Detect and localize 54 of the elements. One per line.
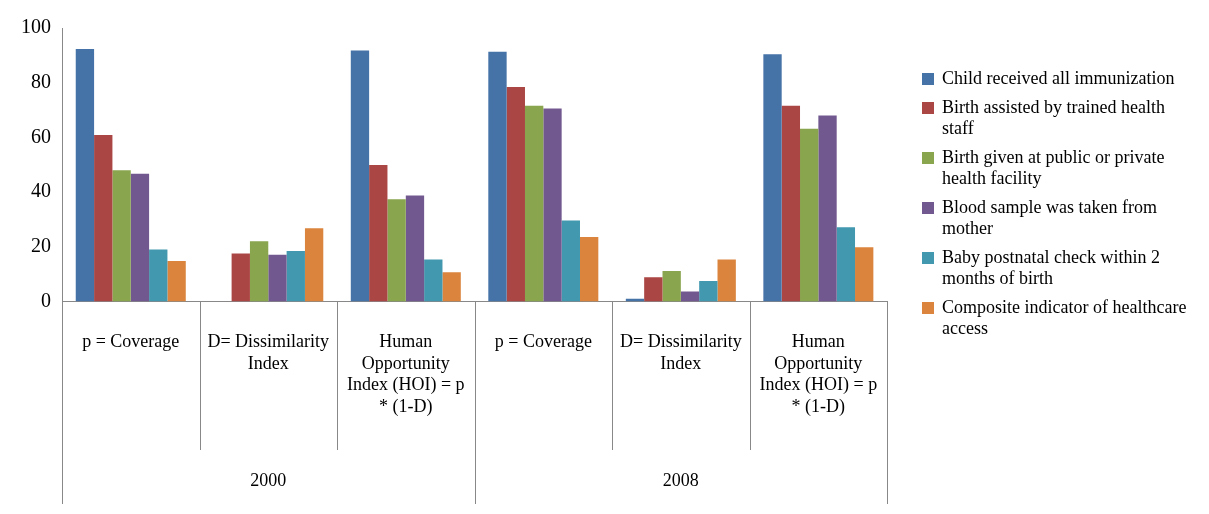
bar: [644, 277, 663, 302]
legend-label: Blood sample was taken from mother: [942, 197, 1158, 239]
bar: [149, 249, 168, 302]
legend-label: Child received all immunization: [942, 68, 1175, 89]
bar: [781, 105, 801, 302]
bar: [543, 108, 562, 302]
bar: [662, 270, 681, 302]
bar: [524, 105, 544, 302]
y-tick-label: 20: [31, 234, 51, 257]
bar: [369, 165, 388, 302]
bar: [680, 291, 700, 302]
bar: [167, 261, 186, 302]
legend-label: Composite indicator of healthcare access: [942, 297, 1188, 339]
bar: [268, 254, 287, 302]
y-tick-label: 100: [21, 15, 51, 38]
x-tick-label: D= Dissimilarity Index: [620, 331, 742, 373]
y-tick-label: 0: [41, 288, 51, 311]
bar: [800, 128, 819, 302]
bar: [717, 259, 736, 302]
legend-label: Baby postnatal check within 2 months of birth: [942, 247, 1161, 289]
bar: [405, 195, 425, 302]
text: 2000: [250, 469, 287, 490]
y-tick-label: 40: [31, 179, 51, 202]
x-tick-label: p = Coverage: [494, 331, 592, 352]
bar: [94, 134, 113, 302]
bar: [75, 49, 95, 302]
bar: [561, 220, 580, 302]
bar: [350, 50, 370, 302]
x-tick-label: p = Coverage: [82, 331, 180, 352]
x-tick-label: Human Opportunity Index (HOI) = p * (1-D): [759, 331, 878, 417]
bar: [763, 54, 782, 302]
bar: [112, 170, 131, 302]
bar: [304, 228, 324, 302]
bar: [836, 227, 856, 302]
x-tick-label: D= Dissimilarity Index: [207, 331, 330, 373]
bar: [231, 253, 250, 302]
legend-label: Birth given at public or private health facility: [942, 147, 1166, 189]
bar: [249, 241, 269, 302]
bar: [506, 87, 525, 302]
text: 2008: [662, 469, 699, 490]
bar: [286, 250, 305, 302]
bar: [818, 115, 837, 302]
bar: [855, 247, 874, 302]
bar: [488, 51, 507, 302]
y-tick-label: 60: [31, 124, 51, 147]
bar: [442, 272, 461, 302]
bar: [699, 281, 718, 302]
bar: [579, 237, 599, 302]
legend-label: Birth assisted by trained health staff: [942, 97, 1166, 139]
bar: [387, 199, 406, 302]
bar: [130, 173, 150, 302]
bar: [424, 259, 443, 302]
x-tick-label: Human Opportunity Index (HOI) = p * (1-D): [346, 331, 465, 417]
y-tick-label: 80: [31, 69, 51, 92]
